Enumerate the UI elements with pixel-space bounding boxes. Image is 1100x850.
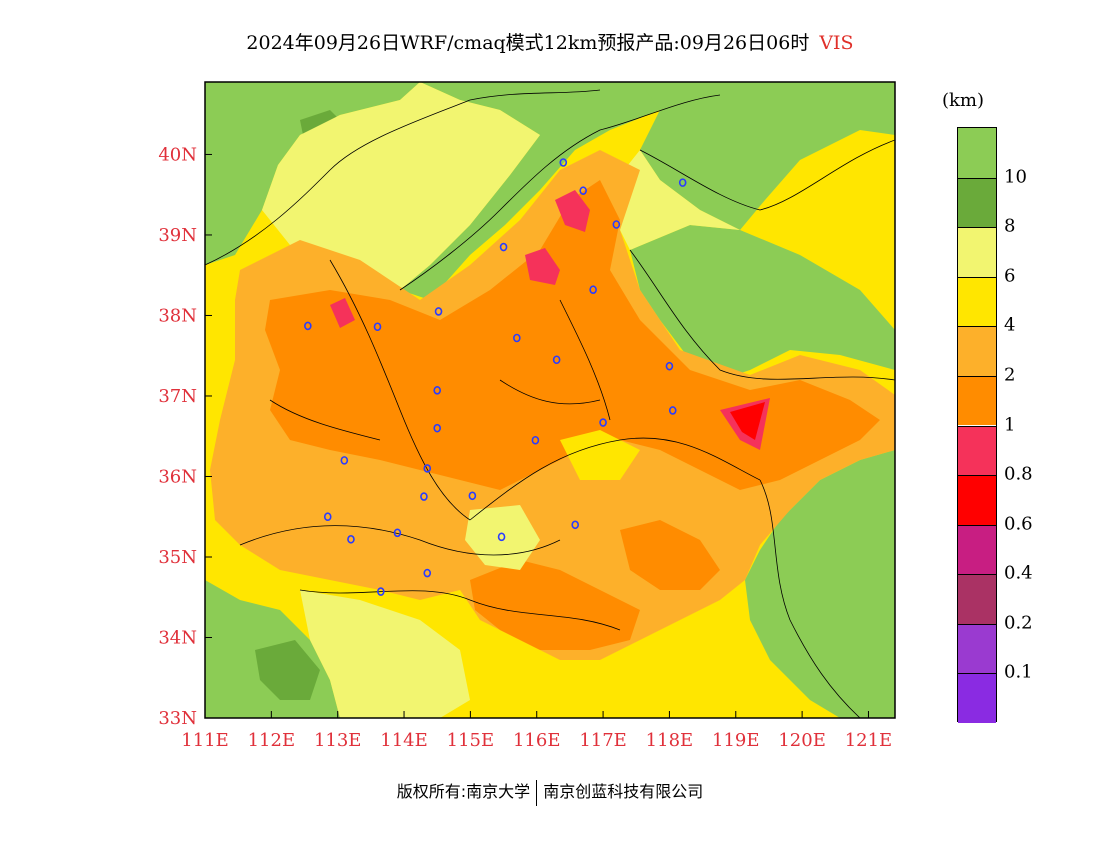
city-marker xyxy=(513,333,521,343)
lat-label: 37N xyxy=(158,386,197,407)
lat-label: 33N xyxy=(158,708,197,729)
city-marker xyxy=(373,322,382,332)
city-marker xyxy=(579,186,587,195)
latitude-axis: 40N 39N 38N 37N 36N 35N 34N 33N xyxy=(158,144,212,729)
copyright-footer: 版权所有:南京大学 南京创蓝科技有限公司 xyxy=(0,778,1100,806)
colorbar-segment xyxy=(958,425,996,476)
lat-label: 38N xyxy=(158,305,197,326)
colorbar xyxy=(957,127,997,723)
chart-title-main: 2024年09月26日WRF/cmaq模式12km预报产品:09月26日06时 xyxy=(246,32,810,54)
city-marker xyxy=(559,158,568,167)
city-marker xyxy=(340,456,349,465)
lat-label: 40N xyxy=(158,144,197,165)
colorbar-segment xyxy=(958,326,996,376)
city-marker xyxy=(571,520,580,530)
colorbar-label: 6 xyxy=(1004,265,1016,287)
city-marker xyxy=(468,491,477,501)
city-marker xyxy=(552,355,561,365)
lon-label: 120E xyxy=(778,730,826,751)
colorbar-label: 2 xyxy=(1004,364,1016,386)
city-marker xyxy=(665,361,674,371)
city-marker xyxy=(499,242,508,252)
city-marker xyxy=(434,307,443,316)
colorbar-unit: (km) xyxy=(942,90,985,111)
city-marker xyxy=(423,464,432,473)
city-marker xyxy=(599,418,607,427)
lon-label: 118E xyxy=(646,730,694,751)
city-marker xyxy=(420,492,428,501)
lat-label: 34N xyxy=(158,627,197,648)
lon-label: 112E xyxy=(248,730,296,751)
lon-label: 117E xyxy=(579,730,627,751)
lon-label: 111E xyxy=(181,730,229,751)
map-frame xyxy=(204,81,896,719)
longitude-axis: 111E 112E 113E 114E 115E 116E 117E 118E 119E 120E… xyxy=(181,711,892,751)
colorbar-label: 0.1 xyxy=(1004,661,1033,683)
city-markers xyxy=(304,158,687,596)
colorbar-segment xyxy=(958,673,996,723)
city-marker xyxy=(377,587,385,596)
lat-label: 36N xyxy=(158,466,197,487)
colorbar-label: 0.2 xyxy=(1004,612,1033,634)
chart-title: 2024年09月26日WRF/cmaq模式12km预报产品:09月26日06时 V… xyxy=(0,28,1100,55)
city-marker xyxy=(589,285,597,295)
city-marker xyxy=(323,512,332,522)
copyright-right: 南京创蓝科技有限公司 xyxy=(543,782,704,801)
city-marker xyxy=(531,435,540,445)
colorbar-segment xyxy=(958,623,996,674)
visibility-field xyxy=(205,82,895,718)
colorbar-segment xyxy=(958,524,996,575)
lon-label: 113E xyxy=(314,730,362,751)
admin-boundaries xyxy=(205,89,895,718)
city-marker xyxy=(678,178,687,187)
city-marker xyxy=(668,406,677,415)
city-marker xyxy=(433,386,442,395)
colorbar-label: 8 xyxy=(1004,215,1016,237)
colorbar-segment xyxy=(958,375,996,426)
colorbar-label: 0.4 xyxy=(1004,562,1033,584)
colorbar-segment xyxy=(958,574,996,624)
colorbar-label: 1 xyxy=(1004,414,1016,435)
city-marker xyxy=(423,568,432,578)
colorbar-segment xyxy=(958,177,996,228)
colorbar-segment xyxy=(958,227,996,277)
lon-label: 114E xyxy=(380,730,428,751)
city-marker xyxy=(433,423,442,433)
city-marker xyxy=(304,321,312,331)
colorbar-label: 4 xyxy=(1004,314,1016,336)
colorbar-segment xyxy=(958,276,996,327)
colorbar-label: 10 xyxy=(1004,166,1027,188)
lon-label: 115E xyxy=(447,730,495,751)
footer-separator xyxy=(536,779,538,806)
lat-label: 39N xyxy=(158,225,197,246)
lon-label: 119E xyxy=(712,730,760,751)
city-marker xyxy=(497,532,506,542)
colorbar-label: 0.6 xyxy=(1004,513,1033,535)
copyright-left: 版权所有:南京大学 xyxy=(396,782,531,801)
city-marker xyxy=(347,534,355,544)
lon-label: 116E xyxy=(513,730,561,751)
colorbar-segment xyxy=(958,475,996,525)
chart-title-variable: VIS xyxy=(819,32,854,54)
colorbar-segment xyxy=(958,128,996,178)
lon-label: 121E xyxy=(845,730,893,751)
city-marker xyxy=(612,220,621,229)
colorbar-label: 0.8 xyxy=(1004,463,1033,485)
lat-label: 35N xyxy=(158,547,197,568)
city-marker xyxy=(393,528,402,538)
